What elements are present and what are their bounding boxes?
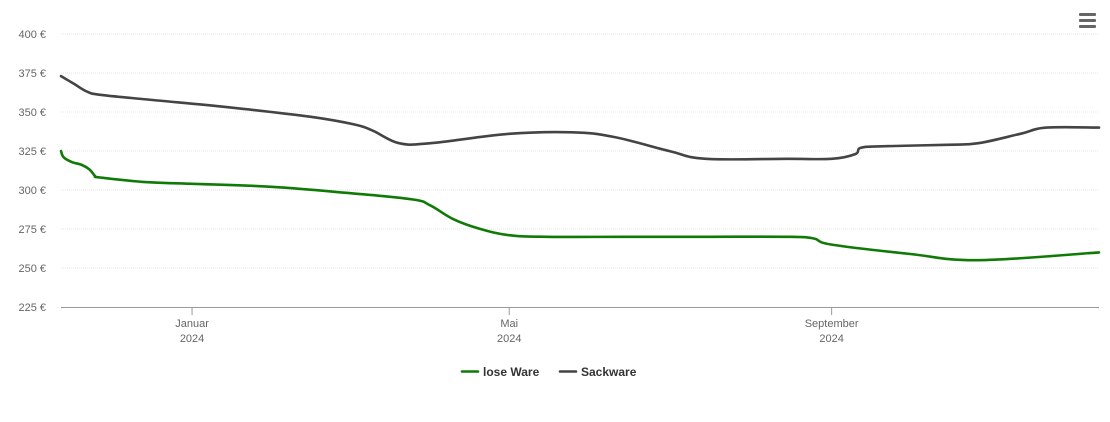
x-tick-label-month: Januar bbox=[175, 318, 209, 330]
y-tick-label: 225 € bbox=[18, 302, 46, 314]
x-tick-label-month: Mai bbox=[500, 318, 518, 330]
legend-label: lose Ware bbox=[483, 365, 540, 379]
series-lines bbox=[59, 74, 1101, 262]
legend[interactable]: lose Ware Sackware bbox=[460, 365, 637, 379]
series-line-lose-ware[interactable] bbox=[59, 149, 1101, 262]
y-tick-label: 375 € bbox=[18, 68, 46, 80]
grid-lines bbox=[61, 33, 1099, 269]
x-tick-label-year: 2024 bbox=[497, 333, 521, 345]
x-tick-label-year: 2024 bbox=[180, 333, 204, 345]
x-tick-label-year: 2024 bbox=[819, 333, 843, 345]
x-axis-ticks: Januar 2024 Mai 2024 September 2024 bbox=[175, 307, 859, 345]
legend-label: Sackware bbox=[581, 365, 637, 379]
legend-item[interactable]: Sackware bbox=[558, 365, 637, 379]
x-tick-label-month: September bbox=[805, 318, 859, 330]
hamburger-menu-icon[interactable] bbox=[1078, 13, 1098, 31]
y-tick-label: 325 € bbox=[18, 146, 46, 158]
y-tick-label: 400 € bbox=[18, 29, 46, 41]
y-tick-label: 275 € bbox=[18, 224, 46, 236]
y-tick-label: 350 € bbox=[18, 107, 46, 119]
y-axis-ticks: 225 € 250 € 275 € 300 € 325 € 350 € 375 € 400 € bbox=[18, 29, 46, 314]
y-tick-label: 300 € bbox=[18, 185, 46, 197]
y-tick-label: 250 € bbox=[18, 263, 46, 275]
legend-item[interactable]: lose Ware bbox=[460, 365, 540, 379]
series-line-sackware[interactable] bbox=[59, 74, 1101, 161]
